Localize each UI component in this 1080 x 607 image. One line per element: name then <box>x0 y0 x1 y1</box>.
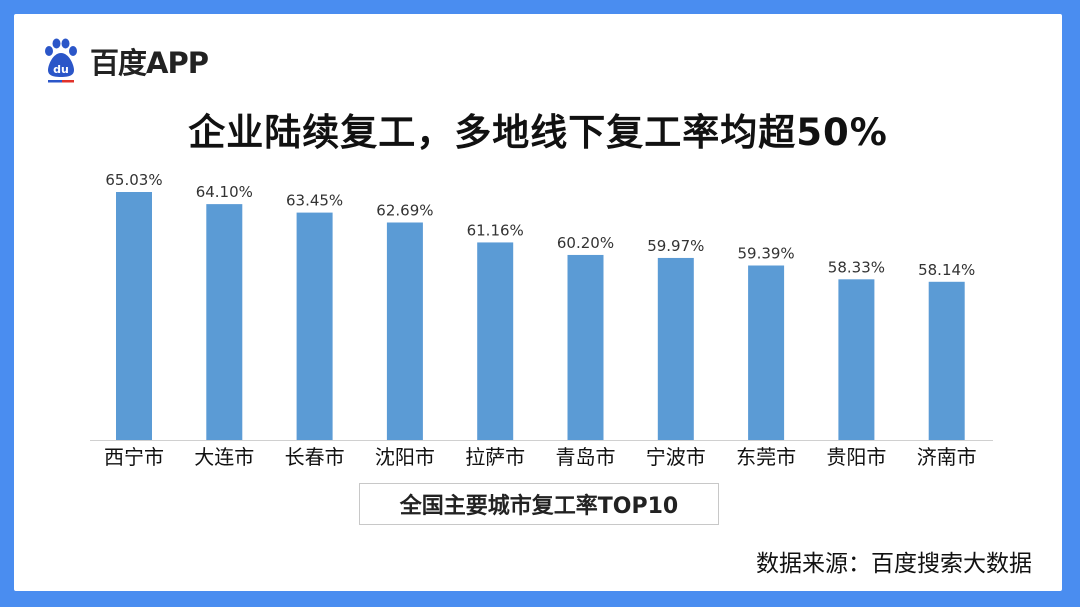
brand-logo: du 百度APP <box>42 38 209 84</box>
baidu-paw-icon: du <box>45 38 77 83</box>
bar <box>748 265 785 440</box>
bar <box>296 212 333 440</box>
category-label: 拉萨市 <box>465 445 525 469</box>
bar <box>567 254 604 440</box>
category-label: 青岛市 <box>556 445 616 469</box>
data-source: 数据来源：百度搜索大数据 <box>756 551 1032 577</box>
bar <box>477 242 514 440</box>
data-label: 59.97% <box>647 237 704 255</box>
data-label: 58.14% <box>918 261 975 279</box>
slide-card: du 百度APP 企业陆续复工，多地线下复工率均超50% 全国主要城市复工率TO… <box>14 14 1062 591</box>
data-label: 65.03% <box>105 171 162 189</box>
category-label: 贵阳市 <box>826 445 886 469</box>
category-label: 大连市 <box>194 445 254 469</box>
chart-title: 企业陆续复工，多地线下复工率均超50% <box>188 111 888 154</box>
category-label: 宁波市 <box>646 445 706 469</box>
bar <box>657 257 694 440</box>
bar <box>928 281 965 440</box>
logo-mark-text: du <box>53 63 69 76</box>
data-label: 62.69% <box>376 201 433 219</box>
bar <box>838 279 875 440</box>
brand-name: 百度APP <box>90 46 209 80</box>
category-label: 西宁市 <box>104 445 164 469</box>
data-label: 60.20% <box>557 234 614 252</box>
data-label: 61.16% <box>467 221 524 239</box>
bar <box>116 192 152 440</box>
category-label: 沈阳市 <box>375 445 435 469</box>
data-label: 64.10% <box>196 183 253 201</box>
data-label: 63.45% <box>286 192 343 210</box>
chart-caption: 全国主要城市复工率TOP10 <box>359 483 719 525</box>
data-label: 58.33% <box>828 258 885 276</box>
bar <box>206 204 243 440</box>
category-label: 东莞市 <box>736 445 796 469</box>
category-label: 长春市 <box>285 445 345 469</box>
data-label: 59.39% <box>737 245 794 263</box>
category-label: 济南市 <box>917 445 977 469</box>
bar <box>386 222 423 440</box>
